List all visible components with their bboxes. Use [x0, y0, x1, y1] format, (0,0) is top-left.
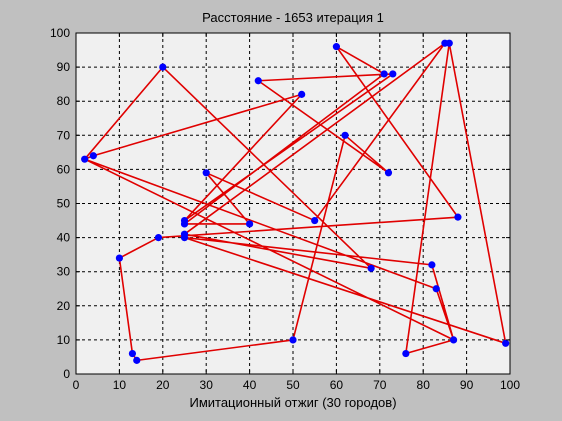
city-point: [202, 169, 210, 177]
city-point: [445, 39, 453, 47]
x-tick-label: 20: [156, 378, 170, 392]
city-point: [449, 336, 458, 344]
x-tick-label: 50: [286, 378, 300, 392]
axis-ticks: 0 10 20 30 40 50 60 70 80 90 100 0 10 20 30 40 50 60 70 80 9…: [50, 26, 520, 392]
x-tick-label: 90: [460, 378, 474, 392]
city-markers: [81, 39, 510, 364]
city-point: [432, 285, 440, 293]
city-point: [311, 216, 319, 225]
city-point: [332, 43, 340, 51]
route-line: [83, 42, 507, 362]
city-point: [389, 70, 397, 78]
x-tick-label: 0: [73, 378, 80, 392]
city-point: [115, 254, 123, 262]
city-point: [89, 152, 97, 160]
city-point: [428, 261, 436, 269]
x-tick-label: 30: [200, 378, 214, 392]
y-tick-label: 100: [50, 26, 70, 40]
city-point: [384, 169, 393, 177]
x-axis-label: Имитационный отжиг (30 городов): [189, 395, 396, 410]
city-point: [454, 213, 462, 221]
city-point: [254, 77, 262, 85]
x-tick-label: 100: [500, 378, 520, 392]
y-tick-label: 80: [57, 94, 71, 108]
chart-title: Расстояние - 1653 итерация 1: [202, 10, 384, 25]
city-point: [502, 339, 510, 347]
route-path: [83, 42, 507, 362]
city-point: [298, 90, 306, 98]
y-tick-label: 30: [57, 265, 71, 279]
x-tick-label: 10: [113, 378, 127, 392]
city-point: [367, 264, 375, 272]
city-point: [128, 349, 137, 358]
city-point: [289, 336, 297, 344]
city-point: [81, 155, 89, 163]
y-tick-label: 60: [57, 162, 71, 176]
x-tick-label: 60: [330, 378, 344, 392]
y-tick-label: 40: [57, 231, 71, 245]
city-point: [380, 70, 388, 78]
y-tick-label: 0: [63, 367, 70, 381]
y-tick-label: 90: [57, 60, 71, 74]
city-point: [154, 234, 163, 242]
city-point: [341, 131, 349, 139]
x-tick-label: 80: [417, 378, 431, 392]
city-point: [246, 220, 254, 228]
y-tick-label: 50: [57, 197, 71, 211]
x-tick-label: 40: [243, 378, 257, 392]
x-tick-label: 70: [373, 378, 387, 392]
city-point: [402, 349, 410, 358]
city-point: [180, 234, 189, 242]
y-tick-label: 20: [57, 299, 71, 313]
city-point: [180, 220, 189, 228]
y-tick-label: 10: [57, 333, 71, 347]
y-tick-label: 70: [57, 128, 71, 142]
city-point: [159, 63, 167, 71]
city-point: [133, 356, 141, 364]
